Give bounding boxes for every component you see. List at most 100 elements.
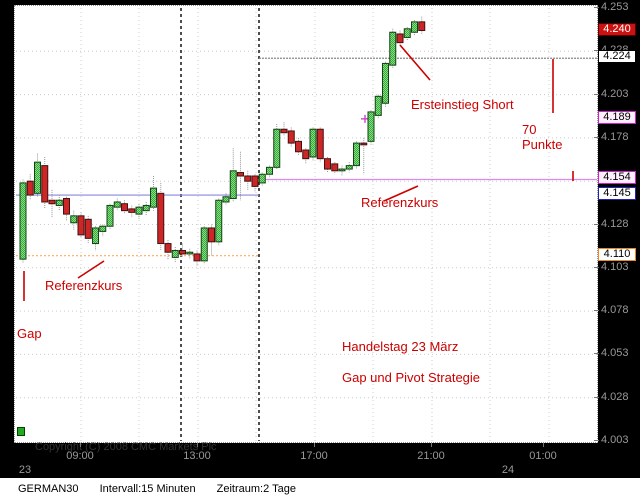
candle-body xyxy=(360,142,368,146)
pivot-day1-label: 4.145 xyxy=(598,187,636,201)
candle-body xyxy=(316,128,324,160)
annotation-line xyxy=(399,44,431,81)
annotation-70: 70 xyxy=(522,122,537,137)
status-period: Zeitraum:2 Tage xyxy=(216,483,296,495)
chart-plot[interactable]: Ersteinstieg Short 70 Punkte Referenzkur… xyxy=(14,5,598,453)
y-axis-label: 4.253 xyxy=(601,1,629,13)
status-interval: Intervall:15 Minuten xyxy=(99,483,196,495)
candle-body xyxy=(215,199,223,243)
candle-body xyxy=(280,128,288,134)
y-axis-tick xyxy=(594,93,599,95)
y-axis-label: 4.178 xyxy=(601,130,629,143)
y-axis-tick xyxy=(594,353,599,355)
candle-body xyxy=(411,21,418,33)
x-axis-tick xyxy=(197,443,198,447)
x-axis-label: 01:00 xyxy=(529,450,557,462)
annotation-referenzkurs-right: Referenzkurs xyxy=(361,195,439,210)
candle-body xyxy=(266,166,273,175)
annotation-ersteinstieg-short: Ersteinstieg Short xyxy=(411,97,514,112)
referenzkurs-day2-label: 4.154 xyxy=(598,171,636,185)
y-axis-tick xyxy=(594,50,599,52)
x-axis-label: 09:00 xyxy=(66,450,94,462)
candle-body xyxy=(396,33,404,44)
x-axis-label: 17:00 xyxy=(300,450,328,462)
candle-body xyxy=(70,215,78,224)
y-axis-tick xyxy=(594,396,599,398)
referenzkurs-day1-label: 4.110 xyxy=(598,247,636,261)
y-axis-tick xyxy=(594,310,599,312)
candle-body xyxy=(208,227,215,243)
x-axis-label: 13:00 xyxy=(183,450,211,462)
candle-body xyxy=(150,187,157,208)
candle-body xyxy=(171,249,179,258)
annotation-referenzkurs-left: Referenzkurs xyxy=(45,278,123,293)
y-axis-label: 4.028 xyxy=(601,390,629,403)
candle-body xyxy=(77,215,85,236)
y-axis-label: 4.053 xyxy=(601,347,629,360)
y-axis-label: 4.203 xyxy=(601,87,629,100)
annotation-punkte: Punkte xyxy=(522,137,563,152)
y-axis-label: 4.078 xyxy=(601,304,629,317)
candle-body xyxy=(34,161,41,194)
x-axis-tick xyxy=(80,443,81,447)
candle-body xyxy=(251,175,259,187)
y-axis-tick xyxy=(594,223,599,225)
candle-body xyxy=(41,165,49,203)
candle-body xyxy=(331,163,339,172)
candle-body xyxy=(26,180,34,196)
candle-body xyxy=(186,251,194,255)
x-axis-tick xyxy=(314,443,315,447)
candle-body xyxy=(382,62,389,104)
candle-body xyxy=(92,227,99,245)
pivot-level-label: 4.189 xyxy=(598,110,636,124)
day-label: 23 xyxy=(18,464,32,476)
candle-body xyxy=(237,172,244,177)
candle-body xyxy=(99,225,107,232)
candle-body xyxy=(295,140,302,153)
candle-body xyxy=(200,227,208,262)
candle-body xyxy=(353,142,360,167)
short-entry-level-label: 4.224 xyxy=(598,50,636,64)
candle-body xyxy=(128,208,136,213)
candle-body xyxy=(193,253,201,262)
candle-body xyxy=(389,31,397,66)
candle-body xyxy=(113,201,121,208)
candle-body xyxy=(121,203,128,212)
candle-body xyxy=(273,128,281,168)
candle-body xyxy=(374,95,382,116)
x-axis-label: 21:00 xyxy=(417,450,445,462)
candle-body xyxy=(287,130,295,144)
candle-body xyxy=(367,111,375,142)
candle-body xyxy=(179,249,186,255)
candle-body xyxy=(258,173,266,184)
y-axis-tick xyxy=(594,136,599,138)
annotation-strategie: Gap und Pivot Strategie xyxy=(342,370,481,385)
x-axis-tick xyxy=(431,443,432,447)
candle-body xyxy=(418,21,426,32)
annotation-line xyxy=(77,260,105,279)
candle-body xyxy=(19,182,27,260)
candle-body xyxy=(135,206,143,215)
y-axis-tick xyxy=(594,7,599,8)
candle-body xyxy=(338,168,346,172)
candle-body xyxy=(309,128,317,158)
last-price-label: 4.240 xyxy=(598,22,636,36)
candle-body xyxy=(48,199,56,205)
candle-body xyxy=(403,28,411,38)
candle-body xyxy=(164,243,172,253)
candle-body xyxy=(302,149,310,160)
green-marker xyxy=(17,427,25,436)
annotation-line xyxy=(383,185,419,202)
y-axis-label: 4.128 xyxy=(601,217,629,230)
candle-body xyxy=(142,204,150,212)
candle-body xyxy=(345,165,353,170)
candle-body xyxy=(324,158,331,170)
x-axis-tick xyxy=(543,443,544,447)
y-axis-label: 4.103 xyxy=(601,260,629,273)
candle-body xyxy=(84,218,92,239)
annotation-gap: Gap xyxy=(17,326,42,341)
candle-body xyxy=(106,204,114,227)
annotation-handelstag: Handelstag 23 März xyxy=(342,339,459,354)
y-axis-tick xyxy=(594,266,599,268)
